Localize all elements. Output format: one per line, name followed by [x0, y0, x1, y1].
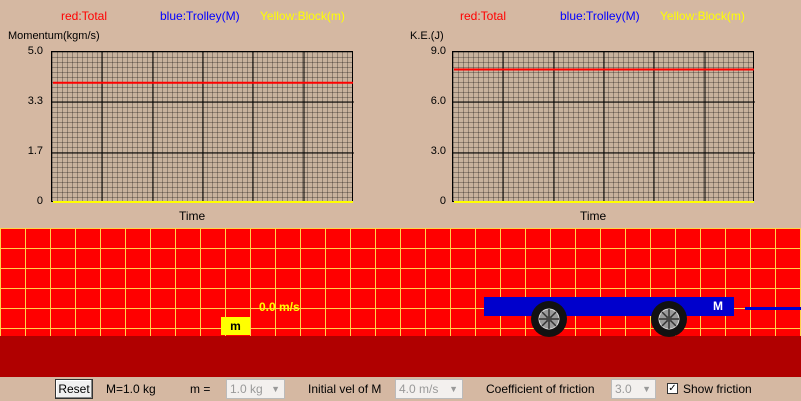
trolley-wheel-left: [531, 301, 567, 337]
momentum-ylabel: Momentum(kgm/s): [8, 30, 100, 42]
initial-vel-select[interactable]: 4.0 m/s ▼: [395, 379, 463, 399]
initial-vel-label: Initial vel of M: [308, 382, 382, 396]
legend-trolley-ke: blue:Trolley(M): [560, 9, 640, 23]
ke-tick: 9.0: [430, 45, 446, 57]
momentum-tick: 5.0: [27, 45, 43, 57]
ke-tick: 3.0: [430, 145, 446, 157]
trolley-wheel-right: [651, 301, 687, 337]
trolley-label: M: [713, 299, 723, 313]
chevron-down-icon: ▼: [271, 384, 280, 394]
ke-plot-svg: [453, 52, 755, 203]
legend-trolley: blue:Trolley(M): [160, 9, 240, 23]
ke-tick: 0: [439, 195, 446, 207]
ke-xlabel: Time: [580, 209, 607, 223]
ke-tick: 6.0: [430, 95, 446, 107]
legend-block: Yellow:Block(m): [260, 9, 345, 23]
show-friction-checkbox[interactable]: ✓: [667, 383, 678, 394]
block-mass-label: m =: [190, 382, 211, 396]
friction-value: 3.0: [615, 382, 632, 396]
momentum-tick: 0: [36, 195, 43, 207]
legend-total: red:Total: [61, 9, 108, 23]
trolley-mass-label: M=1.0 kg: [106, 382, 156, 396]
trolley[interactable]: M: [484, 297, 734, 316]
reset-button[interactable]: Reset: [55, 379, 93, 399]
ke-plot: [452, 51, 755, 203]
legend-total-ke: red:Total: [460, 9, 507, 23]
block-mass-select[interactable]: 1.0 kg ▼: [226, 379, 285, 399]
block-mass-value: 1.0 kg: [230, 382, 263, 396]
momentum-plot: [51, 51, 354, 203]
block-velocity: 0.0 m/s: [259, 300, 300, 314]
momentum-tick: 1.7: [27, 145, 43, 157]
floor: [0, 336, 801, 377]
legend-block-ke: Yellow:Block(m): [660, 9, 745, 23]
friction-label: Coefficient of friction: [486, 382, 595, 396]
block[interactable]: m: [221, 317, 250, 335]
momentum-xlabel: Time: [179, 209, 206, 223]
chevron-down-icon: ▼: [642, 384, 651, 394]
trolley-motion-line: [745, 307, 801, 310]
show-friction-label: Show friction: [683, 382, 752, 396]
ke-ylabel: K.E.(J): [410, 30, 444, 42]
momentum-plot-svg: [52, 52, 354, 203]
friction-select[interactable]: 3.0 ▼: [611, 379, 656, 399]
initial-vel-value: 4.0 m/s: [399, 382, 439, 396]
controls-bar: Reset M=1.0 kg m = 1.0 kg ▼ Initial vel …: [0, 377, 801, 401]
chevron-down-icon: ▼: [449, 384, 458, 394]
track-scene: [0, 228, 801, 336]
momentum-tick: 3.3: [27, 95, 43, 107]
